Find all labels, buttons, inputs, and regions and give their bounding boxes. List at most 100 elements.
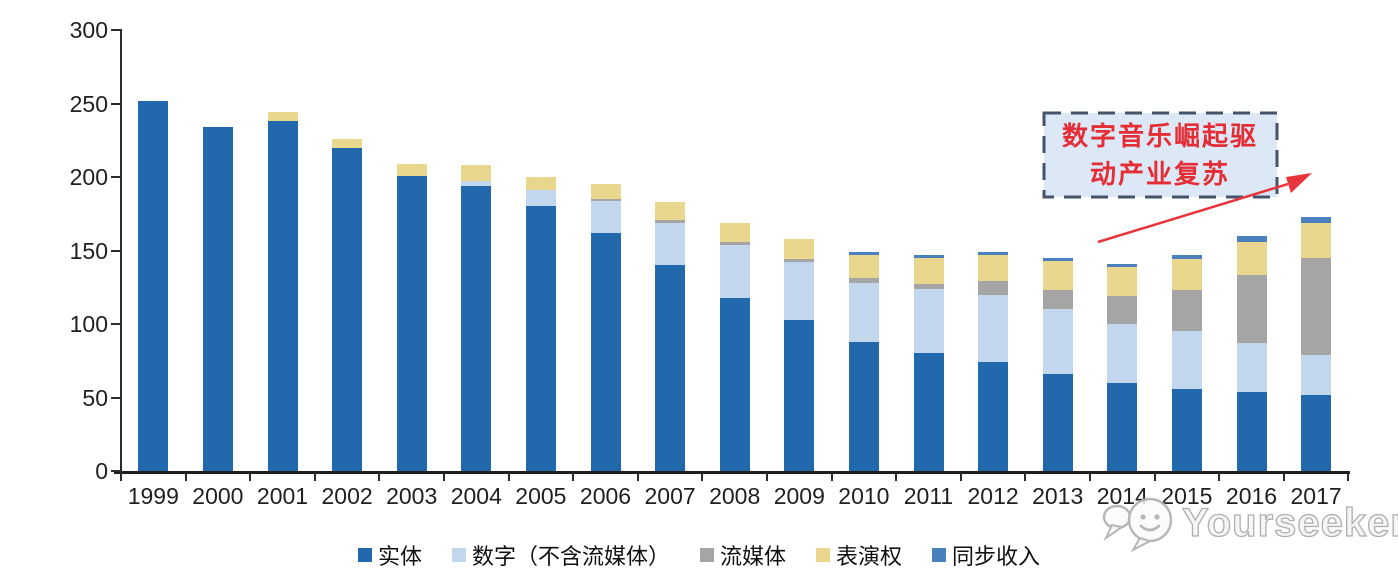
bar-segment-流媒体 <box>655 219 686 223</box>
bar-segment-表演权 <box>396 163 427 176</box>
bar-1999 <box>138 100 169 471</box>
bar-segment-实体 <box>267 121 298 471</box>
annotation-callout: 数字音乐崛起驱 动产业复苏 <box>1043 118 1277 198</box>
bar-segment-表演权 <box>1107 266 1138 297</box>
legend-item: 表演权 <box>816 539 902 571</box>
bar-segment-实体 <box>978 362 1009 471</box>
bar-segment-数字（不含流媒体） <box>1236 343 1267 392</box>
legend-swatch <box>699 548 714 562</box>
x-tick <box>313 473 316 481</box>
x-tick-label: 2000 <box>192 483 244 509</box>
bar-2007 <box>655 201 686 471</box>
x-tick <box>1218 473 1221 481</box>
bar-2008 <box>719 222 750 471</box>
y-tick-label: 0 <box>95 458 108 484</box>
bar-segment-实体 <box>655 265 686 471</box>
annotation-arrowhead <box>1286 173 1312 193</box>
bar-segment-同步收入 <box>913 254 944 258</box>
bar-segment-实体 <box>1107 382 1138 471</box>
bar-segment-数字（不含流媒体） <box>913 288 944 354</box>
x-tick <box>120 473 122 481</box>
bar-2006 <box>590 184 621 471</box>
x-tick-label: 2003 <box>386 483 438 509</box>
bar-2011 <box>913 254 944 471</box>
bar-segment-表演权 <box>1301 222 1332 258</box>
y-tick-label: 300 <box>69 17 108 43</box>
bar-segment-表演权 <box>913 257 944 285</box>
y-tick <box>111 323 120 325</box>
bar-2015 <box>1171 254 1202 471</box>
bar-segment-表演权 <box>978 254 1009 282</box>
x-tick-label: 1999 <box>127 483 179 509</box>
bar-segment-同步收入 <box>1301 216 1332 223</box>
y-tick-label: 50 <box>82 384 108 411</box>
bar-segment-同步收入 <box>1042 257 1073 261</box>
legend-label: 数字（不含流媒体） <box>471 544 670 569</box>
x-tick-label: 2008 <box>709 483 761 509</box>
x-axis-line <box>114 471 1350 474</box>
y-tick-label: 200 <box>69 164 108 190</box>
legend-item: 实体 <box>357 539 422 571</box>
y-tick <box>111 29 120 31</box>
legend-item: 同步收入 <box>932 539 1040 571</box>
x-tick <box>507 473 510 481</box>
bar-segment-数字（不含流媒体） <box>1171 331 1202 389</box>
x-tick <box>1282 473 1285 481</box>
bar-segment-表演权 <box>1042 260 1073 291</box>
y-axis-line <box>120 29 122 473</box>
x-tick-label: 2005 <box>515 483 567 509</box>
bar-segment-实体 <box>461 185 492 471</box>
bar-segment-表演权 <box>655 201 686 220</box>
bar-segment-数字（不含流媒体） <box>1042 309 1073 374</box>
legend-label: 流媒体 <box>719 544 786 569</box>
bar-segment-实体 <box>138 100 169 471</box>
bar-segment-表演权 <box>784 238 815 260</box>
x-tick-label: 2012 <box>967 483 1019 509</box>
y-tick <box>111 396 120 399</box>
bar-segment-实体 <box>1042 373 1073 471</box>
bar-segment-流媒体 <box>1301 257 1332 355</box>
bar-segment-实体 <box>848 341 879 471</box>
x-tick-label: 2013 <box>1032 483 1084 509</box>
y-tick <box>111 176 120 178</box>
bar-segment-数字（不含流媒体） <box>461 181 492 186</box>
bar-segment-数字（不含流媒体） <box>784 262 815 320</box>
bar-2005 <box>525 177 556 471</box>
y-tick-label: 100 <box>69 311 108 337</box>
legend-label: 实体 <box>377 544 422 569</box>
bar-segment-流媒体 <box>978 281 1009 295</box>
watermark-text: Yourseeker <box>1181 500 1398 545</box>
bar-segment-数字（不含流媒体） <box>848 282 879 342</box>
bar-segment-实体 <box>913 353 944 471</box>
y-tick <box>111 102 120 105</box>
bar-2012 <box>978 251 1009 471</box>
bar-segment-实体 <box>396 175 427 471</box>
watermark: Yourseeker <box>1100 494 1398 552</box>
x-tick <box>895 473 898 481</box>
bar-segment-流媒体 <box>1042 290 1073 310</box>
bar-segment-表演权 <box>267 112 298 122</box>
x-tick-label: 2010 <box>838 483 890 509</box>
x-tick-label: 2007 <box>644 483 696 509</box>
bar-segment-表演权 <box>719 222 750 242</box>
y-tick-label: 250 <box>69 90 108 117</box>
bar-segment-实体 <box>332 147 363 471</box>
annotation-line1: 数字音乐崛起驱 <box>1061 122 1258 151</box>
bar-segment-同步收入 <box>1171 254 1202 260</box>
x-tick <box>1347 473 1350 481</box>
chat-smiley-icon <box>1102 497 1173 552</box>
bar-2010 <box>848 251 879 471</box>
bar-segment-实体 <box>590 232 621 471</box>
y-tick <box>111 470 120 472</box>
bar-segment-数字（不含流媒体） <box>978 294 1009 363</box>
bar-2013 <box>1042 257 1073 471</box>
bar-segment-实体 <box>1301 394 1332 471</box>
legend-item: 流媒体 <box>699 539 786 571</box>
bar-segment-表演权 <box>1171 259 1202 291</box>
bar-segment-表演权 <box>848 254 879 279</box>
bar-segment-流媒体 <box>913 284 944 289</box>
x-tick-label: 2006 <box>579 483 632 509</box>
bar-segment-数字（不含流媒体） <box>525 190 556 207</box>
x-tick <box>572 473 575 481</box>
